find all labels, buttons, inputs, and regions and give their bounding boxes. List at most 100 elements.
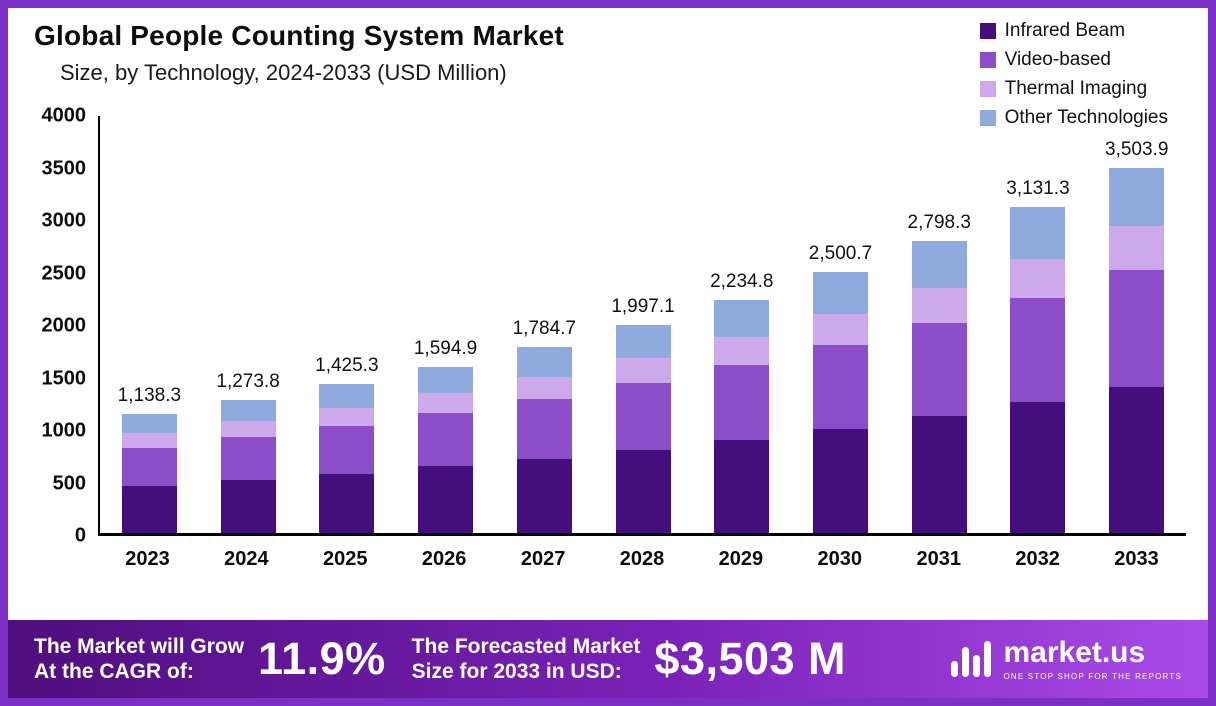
bar-segment: [319, 473, 375, 533]
stacked-bar: [813, 272, 868, 533]
y-tick-label: 2500: [41, 262, 87, 284]
y-tick-label: 1500: [41, 367, 87, 389]
bar-segment: [714, 439, 770, 533]
legend-label: Video-based: [1004, 49, 1111, 70]
bar-segment: [319, 384, 375, 409]
legend-item: Video-based: [979, 49, 1168, 71]
bar-segment: [121, 414, 177, 434]
stacked-bar: [615, 324, 671, 533]
bar-segment: [516, 346, 572, 377]
legend-item: Other Technologies: [979, 107, 1168, 129]
bar-group: 2,798.3: [890, 116, 989, 533]
chart-area: Global People Counting System Market Siz…: [8, 8, 1208, 620]
bar-segment: [418, 393, 474, 414]
legend-label: Other Technologies: [1004, 107, 1168, 128]
bar-group: 1,273.8: [199, 116, 298, 533]
bar-segment: [615, 449, 671, 533]
bar-segment: [911, 287, 967, 323]
bar-segment: [121, 433, 177, 448]
bar-segment: [220, 437, 276, 480]
bar-segment: [1109, 167, 1165, 227]
brand-name: market.us: [1003, 635, 1146, 669]
x-tick-label: 2023: [125, 548, 170, 570]
bar-value-label: 1,784.7: [512, 317, 576, 339]
bar-segment: [220, 421, 276, 438]
cagr-label-line1: The Market will Grow: [34, 634, 245, 658]
bar-segment: [220, 479, 276, 533]
bar-value-label: 1,273.8: [216, 371, 280, 393]
bar-value-label: 3,131.3: [1006, 177, 1070, 199]
bar-group: 2,234.8: [692, 116, 791, 533]
bar-segment: [418, 413, 474, 467]
bar-segment: [1010, 297, 1066, 403]
bar-group: 2,500.7: [791, 116, 890, 533]
bar-value-label: 3,503.9: [1105, 138, 1169, 160]
stacked-bar: [121, 414, 177, 533]
legend: Infrared Beam Video-based Thermal Imaging O…: [979, 20, 1168, 129]
x-tick-label: 2027: [520, 548, 566, 570]
bar-segment: [121, 485, 177, 533]
bar-segment: [1010, 206, 1066, 259]
bar-segment: [418, 366, 474, 394]
footer-banner: The Market will Grow At the CAGR of: 11.…: [8, 620, 1208, 698]
legend-swatch-icon: [979, 81, 996, 97]
bar-segment: [714, 300, 770, 338]
bar-segment: [319, 408, 375, 426]
chart-title: Global People Counting System Market: [34, 20, 564, 51]
bar-segment: [220, 400, 276, 422]
bar-segment: [615, 324, 671, 359]
stacked-bar: [714, 300, 770, 533]
bar-value-label: 2,234.8: [710, 271, 774, 293]
bar-segment: [813, 314, 868, 346]
x-tick-label: 2026: [421, 548, 467, 570]
bar-group: 1,784.7: [495, 116, 594, 533]
forecast-label-line1: The Forecasted Market: [411, 634, 641, 658]
bar-segment: [615, 383, 671, 450]
stacked-bar: [1109, 167, 1165, 533]
bar-group: 1,138.3: [100, 116, 199, 533]
bar-segment: [714, 365, 770, 440]
stacked-bar: [1010, 206, 1066, 533]
stacked-bar: [319, 384, 375, 533]
bar-segment: [516, 399, 572, 459]
plot-column: 1,138.3 1,273.8 1,425.3 1,594.9 1,784.7 1,997…: [98, 116, 1186, 571]
bars-container: 1,138.3 1,273.8 1,425.3 1,594.9 1,784.7 1,997…: [100, 116, 1186, 533]
legend-item: Thermal Imaging: [979, 78, 1168, 100]
x-tick-label: 2024: [224, 548, 269, 570]
legend-swatch-icon: [979, 23, 996, 39]
bar-value-label: 1,425.3: [315, 355, 379, 377]
bar-segment: [714, 337, 770, 366]
chart-header: Global People Counting System Market Siz…: [34, 20, 1186, 86]
bar-segment: [418, 466, 474, 533]
bar-segment: [813, 345, 868, 429]
cagr-label: The Market will Grow At the CAGR of:: [34, 634, 244, 684]
bar-segment: [516, 376, 572, 400]
stacked-bar: [516, 346, 572, 533]
brand-bars-icon: [951, 641, 992, 677]
forecast-label-line2: Size for 2033 in USD:: [411, 660, 622, 683]
y-tick-label: 500: [52, 472, 86, 494]
x-tick-label: 2030: [817, 548, 863, 570]
bar-segment: [813, 272, 868, 315]
plot-area: 1,138.3 1,273.8 1,425.3 1,594.9 1,784.7 1,997…: [98, 116, 1186, 536]
chart-body: 0 500 1000 1500 2000 2500 3000 3500 4000 1,138.3…: [30, 105, 1186, 571]
x-tick-label: 2028: [619, 548, 665, 570]
bar-value-label: 2,798.3: [907, 212, 971, 234]
stacked-bar: [418, 366, 474, 533]
cagr-label-line2: At the CAGR of:: [34, 660, 194, 683]
y-tick-label: 3000: [41, 209, 87, 232]
forecast-label: The Forecasted Market Size for 2033 in U…: [412, 634, 641, 684]
stacked-bar: [911, 241, 967, 533]
brand-logo: market.us ONE STOP SHOP FOR THE REPORTS: [951, 635, 1182, 681]
bar-segment: [813, 428, 868, 533]
legend-label: Infrared Beam: [1004, 20, 1126, 41]
x-tick-label: 2032: [1015, 548, 1060, 570]
y-tick-label: 1000: [41, 419, 87, 442]
x-tick-label: 2031: [916, 548, 961, 570]
bar-segment: [516, 458, 572, 533]
bar-group: 3,503.9: [1087, 116, 1186, 533]
brand-tagline: ONE STOP SHOP FOR THE REPORTS: [1003, 671, 1182, 681]
bar-value-label: 2,500.7: [808, 243, 873, 265]
bar-segment: [319, 426, 375, 474]
bar-segment: [1109, 226, 1165, 270]
